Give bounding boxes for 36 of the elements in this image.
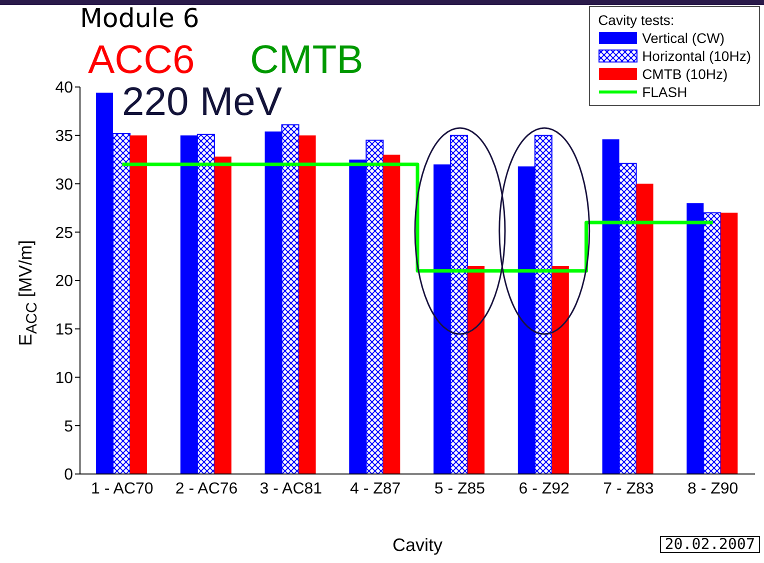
legend-label: FLASH <box>642 83 688 101</box>
x-tick-label: 2 - AC76 <box>175 480 238 498</box>
y-tick-label: 5 <box>64 418 74 436</box>
x-tick-label: 3 - AC81 <box>260 480 322 498</box>
bar <box>468 266 485 474</box>
y-tick-label: 40 <box>55 80 74 97</box>
x-tick-label: 1 - AC70 <box>91 480 154 498</box>
bar <box>214 156 232 474</box>
bar <box>552 266 569 474</box>
bar <box>636 184 654 474</box>
text: CMTB <box>250 38 364 82</box>
y-tick-label: 35 <box>55 128 74 146</box>
legend-label: Horizontal (10Hz) <box>642 47 751 65</box>
y-tick-label: 30 <box>55 176 74 194</box>
annotation: 220 MeV <box>122 80 282 124</box>
y-tick-label: 10 <box>55 370 74 387</box>
bar <box>298 135 316 474</box>
legend-label: CMTB (10Hz) <box>642 65 728 83</box>
bar <box>720 212 738 474</box>
text: 20.02.2007 <box>660 535 760 553</box>
chart-title: Module 6 <box>80 4 200 34</box>
legend-title: Cavity tests: <box>598 11 676 29</box>
x-tick-label: 6 - Z92 <box>518 480 570 498</box>
y-tick-label: 0 <box>64 466 74 484</box>
x-axis-title: Cavity <box>392 535 442 555</box>
text: ACC6 <box>88 38 195 82</box>
y-tick-label: 15 <box>55 322 74 339</box>
x-tick-label: 8 - Z90 <box>687 480 738 498</box>
x-tick-label: 4 - Z87 <box>350 480 401 498</box>
legend-label: Vertical (CW) <box>642 29 725 47</box>
x-tick-label: 7 - Z83 <box>603 480 654 498</box>
y-tick-label: 20 <box>55 273 74 290</box>
bar <box>130 135 148 474</box>
y-tick-label: 25 <box>55 224 74 242</box>
x-tick-label: 5 - Z85 <box>434 480 486 498</box>
bar <box>383 154 400 474</box>
